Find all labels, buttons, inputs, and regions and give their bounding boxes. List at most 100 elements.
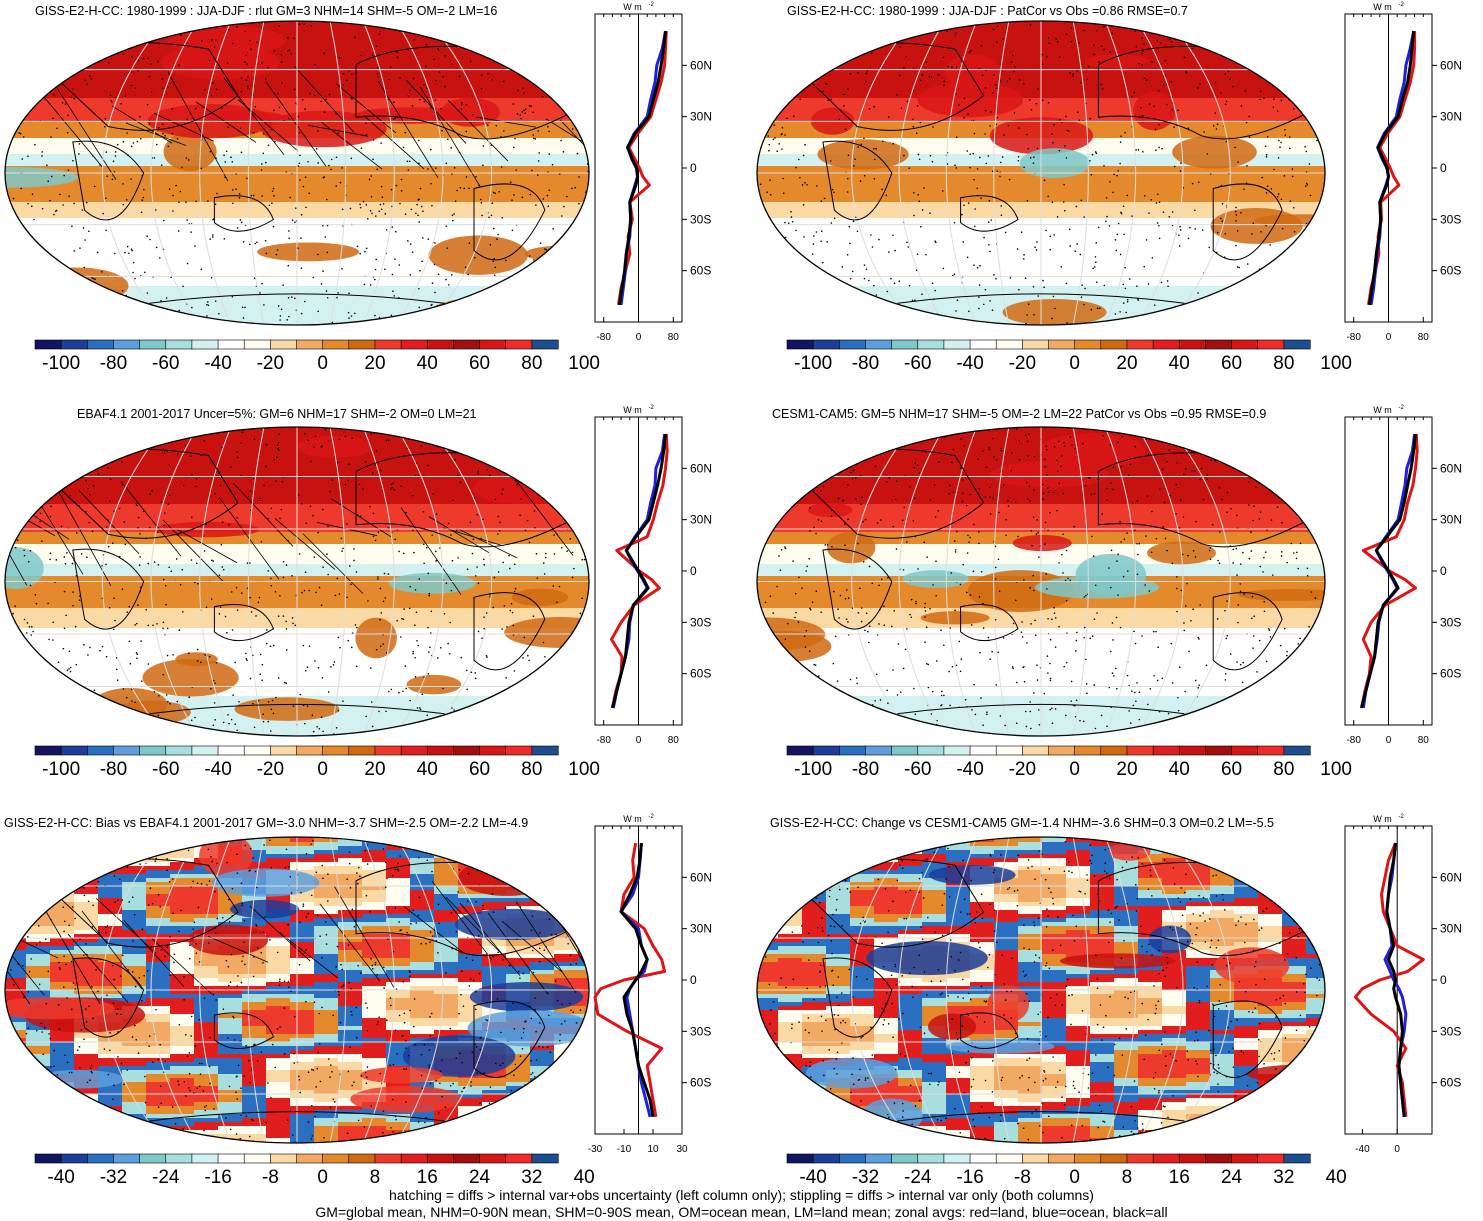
stipple-dot [961,213,963,216]
field-cell [290,938,315,943]
stipple-dot [162,132,164,135]
stipple-dot [1035,249,1038,251]
field-cell [98,930,123,935]
field-cell [194,894,219,899]
stipple-dot [1138,542,1141,545]
stipple-dot [68,195,70,198]
stipple-dot [570,726,572,729]
field-cell [314,962,339,967]
stipple-dot [249,677,252,680]
field-cell [146,837,171,839]
field-cell [5,946,27,951]
stipple-dot [929,499,932,501]
stipple-dot [784,97,787,100]
stipple-dot [127,436,129,439]
field-cell [338,882,363,887]
stipple-dot [470,671,473,674]
stipple-dot [1175,513,1177,515]
stipple-dot [1056,216,1059,218]
stipple-dot [1026,642,1028,644]
stipple-dot [1287,285,1289,288]
stipple-dot [17,66,19,69]
stipple-dot [846,177,849,180]
stipple-dot [328,93,331,96]
stipple-dot [465,176,468,178]
stipple-dot [1008,77,1011,80]
stipple-dot [891,713,894,716]
stipple-dot [809,608,812,611]
stipple-dot [963,97,966,100]
stipple-dot [1127,424,1129,425]
stipple-dot [1251,595,1254,598]
stipple-dot [1281,227,1284,230]
stipple-dot [1131,215,1133,217]
stipple-dot [871,302,874,305]
stipple-dot [214,300,217,302]
stipple-dot [122,183,124,185]
stipple-dot [999,715,1002,717]
stipple-dot [1327,679,1328,681]
stipple-dot [815,590,818,593]
field-cell [434,934,459,939]
field-cell [194,870,219,875]
stipple-dot [212,234,214,236]
field-cell [386,958,411,963]
stipple-dot [1096,307,1099,310]
stipple-dot [150,91,153,93]
stipple-dot [954,609,956,612]
stipple-dot [505,734,508,736]
field-cell [362,942,387,947]
stipple-dot [1037,709,1040,711]
stipple-dot [1106,215,1108,218]
stipple-dot [764,601,767,604]
field-cell [242,970,267,975]
stipple-dot [1147,283,1150,285]
field-anomaly [917,82,1024,118]
stipple-dot [572,711,575,713]
stipple-dot [1143,265,1145,268]
stipple-dot [1309,194,1312,197]
stipple-dot [761,467,764,469]
stipple-dot [259,497,261,500]
field-cell [314,890,339,895]
field-cell [506,958,531,963]
stipple-dot [951,461,953,464]
stipple-dot [814,730,817,732]
field-cell [98,914,123,919]
field-cell [74,954,99,959]
stipple-dot [1089,477,1091,479]
field-cell [50,870,75,875]
stipple-dot [139,533,141,535]
stipple-dot [1259,98,1261,101]
stipple-dot [921,293,923,295]
stipple-dot [1242,293,1245,295]
stipple-dot [955,32,958,34]
stipple-dot [136,657,138,659]
stipple-dot [365,122,367,125]
stipple-dot [270,128,272,131]
stipple-dot [305,522,308,525]
stipple-dot [1033,314,1035,316]
stipple-dot [240,151,243,154]
stipple-dot [32,456,34,459]
stipple-dot [557,482,559,485]
stipple-dot [875,294,878,296]
stipple-dot [1290,700,1293,703]
stipple-dot [330,665,332,668]
stipple-dot [46,462,49,464]
stipple-dot [1314,715,1316,717]
field-cell [146,906,171,911]
stipple-dot [185,157,188,159]
field-cell [122,890,147,895]
stipple-dot [873,158,876,161]
stipple-dot [16,539,19,541]
stipple-dot [402,552,405,555]
stipple-dot [322,566,324,568]
stipple-dot [1274,51,1276,54]
stipple-dot [139,738,141,739]
graticule-meridian [1135,427,1184,736]
stipple-dot [1277,459,1279,462]
stipple-dot [1079,719,1081,722]
field-cell [362,934,387,939]
stipple-dot [13,280,16,283]
